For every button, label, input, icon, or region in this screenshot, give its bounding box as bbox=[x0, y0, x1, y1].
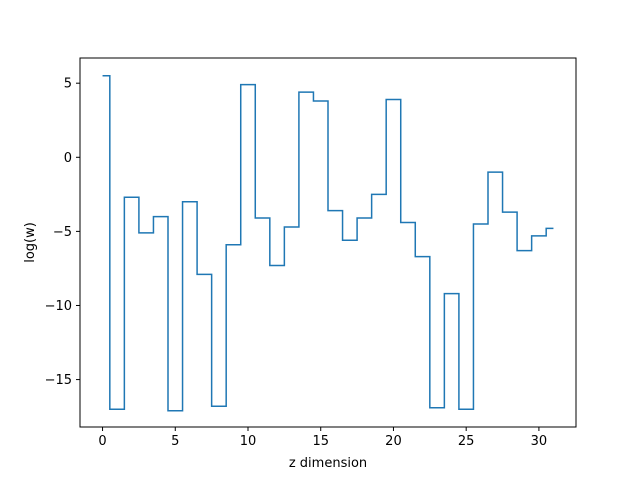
x-tick-label: 30 bbox=[531, 434, 548, 449]
x-tick-label: 0 bbox=[98, 434, 106, 449]
y-tick-label: 5 bbox=[64, 77, 72, 92]
y-tick-label: −10 bbox=[45, 299, 72, 314]
tick-layer: 0 5 10 15 20 25 30 −15 −10 −5 0 5 bbox=[45, 77, 548, 449]
y-tick-label: −5 bbox=[53, 225, 72, 240]
x-tick-label: 20 bbox=[385, 434, 402, 449]
plot-frame bbox=[79, 57, 577, 428]
series-line bbox=[102, 75, 554, 412]
x-tick-label: 15 bbox=[312, 434, 329, 449]
y-tick-label: 0 bbox=[64, 151, 72, 166]
x-tick-label: 25 bbox=[458, 434, 475, 449]
x-axis-label: z dimension bbox=[289, 456, 367, 471]
x-tick-label: 10 bbox=[240, 434, 257, 449]
data-layer bbox=[102, 75, 554, 412]
y-axis-label: log(w) bbox=[23, 222, 38, 263]
y-tick-label: −15 bbox=[45, 373, 72, 388]
x-tick-label: 5 bbox=[171, 434, 179, 449]
